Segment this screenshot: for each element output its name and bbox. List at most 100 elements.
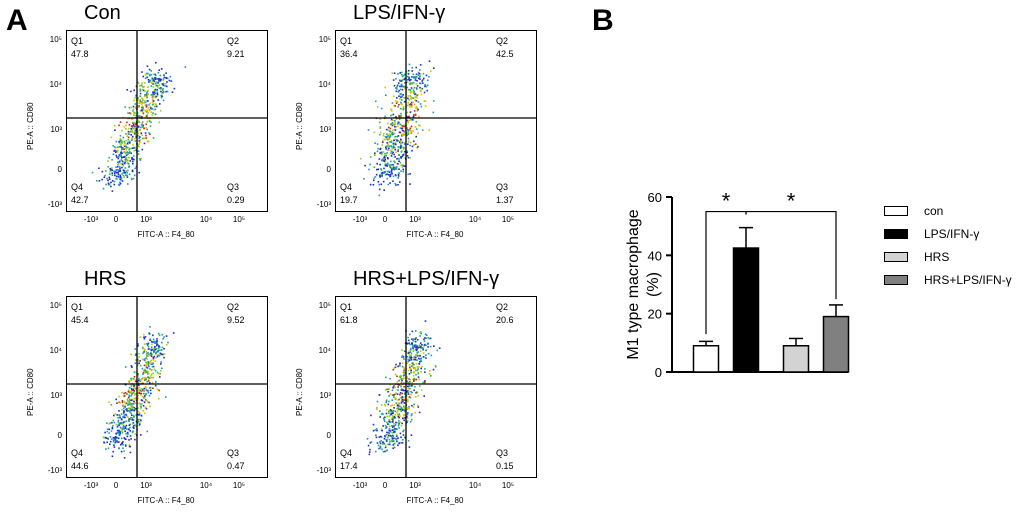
- event-dot: [149, 376, 152, 379]
- event-dot: [125, 156, 127, 159]
- y-tick-label: 0: [57, 165, 62, 174]
- event-dot: [160, 361, 162, 363]
- event-dot: [160, 96, 163, 99]
- event-dot: [374, 429, 377, 431]
- event-dot: [390, 145, 392, 147]
- event-dot: [149, 125, 152, 127]
- event-dot: [390, 114, 392, 117]
- event-dot: [120, 152, 122, 154]
- event-dot: [142, 126, 144, 128]
- event-dot: [122, 174, 125, 177]
- y-tick-label: 60: [648, 190, 662, 205]
- event-dot: [410, 434, 413, 436]
- event-dot: [151, 101, 154, 104]
- event-dot: [389, 175, 392, 177]
- event-dot: [154, 73, 156, 76]
- event-dot: [128, 445, 131, 448]
- event-dot: [121, 141, 123, 143]
- event-dot: [101, 170, 104, 173]
- event-dot: [401, 408, 403, 410]
- event-dot: [126, 393, 128, 395]
- plot-title: HRS+LPS/IFN-γ: [353, 268, 500, 290]
- event-dot: [420, 357, 423, 360]
- event-dot: [130, 134, 132, 136]
- event-dot: [422, 356, 425, 358]
- event-dot: [390, 163, 393, 166]
- event-dot: [136, 413, 139, 416]
- event-dot: [424, 380, 426, 382]
- event-dot: [151, 99, 154, 101]
- panel-a-label: A: [6, 4, 28, 37]
- event-dot: [387, 174, 390, 176]
- event-dot: [127, 398, 129, 400]
- event-dot: [392, 180, 394, 182]
- event-dot: [408, 78, 411, 80]
- event-dot: [386, 449, 388, 451]
- event-dot: [420, 367, 422, 370]
- event-dot: [401, 399, 404, 401]
- event-dot: [125, 154, 128, 157]
- event-dot: [127, 146, 129, 149]
- event-dot: [399, 98, 401, 100]
- event-dot: [154, 384, 157, 387]
- event-dot: [400, 378, 402, 380]
- event-dot: [396, 158, 398, 160]
- event-dot: [152, 338, 155, 341]
- event-dot: [402, 107, 405, 110]
- event-dot: [392, 444, 395, 446]
- event-dot: [127, 390, 130, 393]
- event-dot: [157, 78, 159, 80]
- event-dot: [398, 146, 400, 148]
- event-dot: [122, 427, 124, 429]
- event-dot: [134, 359, 137, 361]
- event-dot: [391, 416, 394, 419]
- event-dot: [410, 352, 413, 355]
- event-dot: [417, 145, 419, 148]
- event-dot: [144, 336, 147, 338]
- event-dot: [152, 73, 155, 75]
- event-dot: [398, 95, 400, 97]
- event-dot: [421, 129, 424, 131]
- event-dot: [139, 360, 141, 362]
- event-dot: [404, 126, 406, 129]
- event-dot: [387, 403, 390, 406]
- event-dot: [404, 150, 406, 153]
- event-dot: [373, 177, 375, 180]
- event-dot: [423, 343, 426, 346]
- x-axis-label: FITC-A :: F4_80: [137, 496, 195, 505]
- event-dot: [148, 387, 151, 389]
- event-dot: [403, 386, 405, 388]
- event-dot: [131, 405, 133, 407]
- event-dot: [148, 401, 150, 404]
- event-dot: [135, 95, 137, 97]
- event-dot: [409, 387, 411, 390]
- event-dot: [419, 335, 421, 337]
- event-dot: [135, 371, 137, 374]
- event-dot: [153, 90, 156, 92]
- event-dot: [125, 158, 127, 160]
- event-dot: [401, 378, 404, 380]
- event-dot: [418, 363, 421, 365]
- event-dot: [400, 80, 402, 82]
- event-dot: [379, 175, 381, 177]
- event-dot: [392, 113, 395, 116]
- event-dot: [118, 416, 121, 419]
- event-dot: [140, 124, 143, 126]
- event-dot: [134, 133, 136, 135]
- event-dot: [398, 168, 400, 170]
- event-dot: [119, 181, 121, 184]
- quadrant-name: Q3: [227, 448, 240, 458]
- event-dot: [409, 421, 412, 423]
- event-dot: [119, 432, 121, 435]
- event-dot: [416, 147, 418, 149]
- event-dot: [430, 375, 432, 377]
- event-dot: [409, 127, 412, 130]
- event-dot: [415, 330, 417, 332]
- event-dot: [151, 363, 154, 365]
- event-dot: [404, 436, 406, 439]
- event-dot: [163, 76, 166, 79]
- event-dot: [414, 354, 417, 356]
- event-dot: [125, 149, 128, 151]
- event-dot: [400, 85, 403, 88]
- event-dot: [124, 174, 127, 176]
